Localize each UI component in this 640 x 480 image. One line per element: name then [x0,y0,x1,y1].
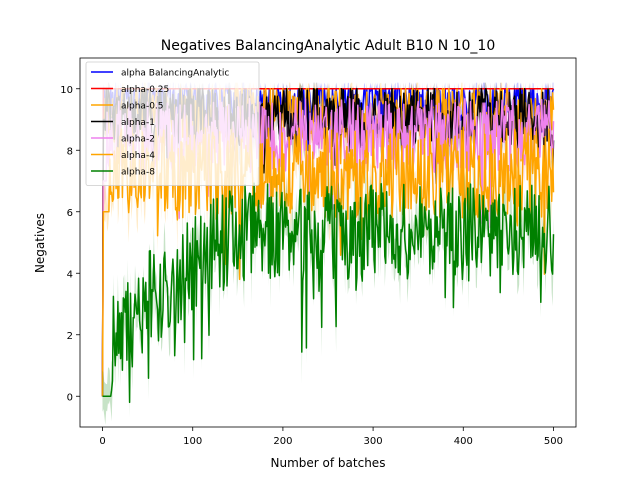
series-band-6 [102,153,554,425]
axes-frame [79,57,577,428]
legend: alpha BalancingAnalytic alpha-0.25 alpha-0… [85,61,260,186]
y-axis-label: Negatives [33,213,47,273]
x-tick-label: 200 [273,436,292,447]
legend-label: alpha-0.5 [121,102,164,112]
y-tick-label: 6 [67,208,73,219]
y-axis: 0 2 4 6 8 10 [60,85,80,403]
y-tick-label: 10 [60,85,73,96]
y-tick-label: 8 [67,146,73,157]
legend-label: alpha-4 [121,151,155,161]
x-tick-label: 300 [364,436,383,447]
legend-box [85,61,260,186]
y-tick-label: 0 [67,392,73,403]
legend-label: alpha-1 [121,118,155,128]
legend-label: alpha BalancingAnalytic [121,69,229,79]
x-axis-label: Number of batches [271,456,386,470]
legend-label: alpha-0.25 [121,85,169,95]
series-line-6 [102,182,555,404]
legend-label: alpha-8 [121,168,155,178]
x-tick-label: 400 [454,436,473,447]
x-axis: 0 100 200 300 400 500 [99,427,563,447]
y-tick-label: 2 [67,331,73,342]
series-line-5 [101,126,555,397]
x-tick-label: 100 [183,436,202,447]
legend-label: alpha-2 [121,135,155,145]
chart-title: Negatives BalancingAnalytic Adult B10 N … [161,38,496,54]
x-tick-label: 0 [99,436,105,447]
y-tick-label: 4 [67,269,73,280]
x-tick-label: 500 [544,436,563,447]
